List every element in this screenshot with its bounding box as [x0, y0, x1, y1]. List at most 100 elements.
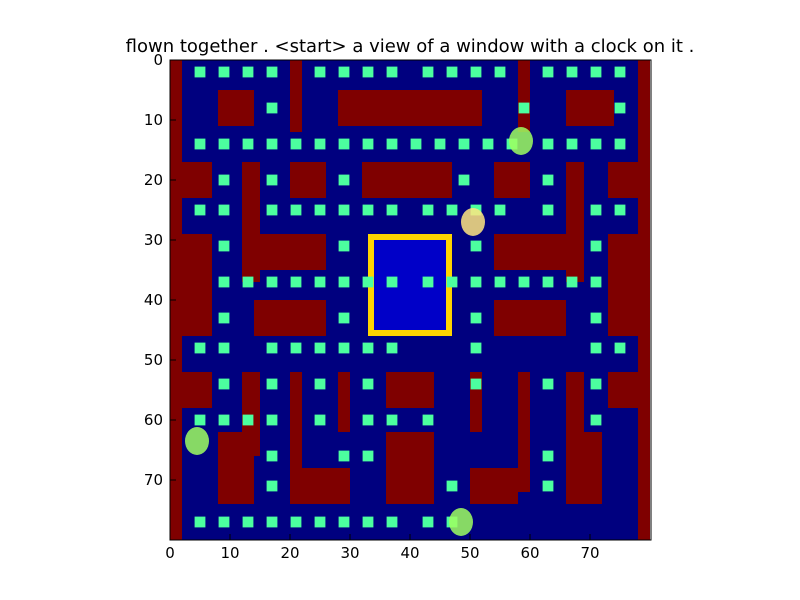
pellet — [422, 414, 434, 426]
maze-wall — [638, 60, 650, 540]
pellet — [194, 342, 206, 354]
y-tick-label: 10 — [144, 111, 163, 129]
maze-wall — [290, 162, 326, 198]
ghost-sprite — [509, 127, 533, 155]
pellet — [470, 342, 482, 354]
pellet — [362, 66, 374, 78]
pellet — [362, 516, 374, 528]
pellet — [314, 516, 326, 528]
pellet — [362, 276, 374, 288]
x-tick-label: 10 — [220, 544, 239, 562]
ghost-sprite — [185, 427, 209, 455]
maze-wall — [608, 162, 638, 198]
pellet — [362, 342, 374, 354]
pellet — [422, 276, 434, 288]
pellet — [290, 276, 302, 288]
maze-wall — [494, 300, 566, 336]
pellet — [338, 450, 350, 462]
y-tick-label: 0 — [153, 51, 163, 69]
maze-wall — [338, 372, 350, 432]
x-tick-label: 60 — [520, 544, 539, 562]
pellet — [470, 312, 482, 324]
pellet — [566, 66, 578, 78]
pellet — [266, 102, 278, 114]
x-tick-label: 20 — [280, 544, 299, 562]
pellet — [362, 204, 374, 216]
maze-wall — [290, 468, 350, 504]
pellet — [338, 204, 350, 216]
maze-wall — [608, 234, 638, 300]
x-tick-label: 70 — [580, 544, 599, 562]
pellet — [422, 516, 434, 528]
pellet — [314, 414, 326, 426]
pellet — [470, 378, 482, 390]
pellet — [458, 174, 470, 186]
pellet — [314, 276, 326, 288]
pellet — [266, 378, 278, 390]
pellet — [338, 342, 350, 354]
pellet — [590, 240, 602, 252]
pellet — [194, 66, 206, 78]
pellet — [458, 138, 470, 150]
pellet — [590, 204, 602, 216]
pellet — [290, 342, 302, 354]
maze-wall — [494, 162, 530, 198]
maze-wall — [386, 432, 434, 504]
pellet — [590, 138, 602, 150]
pellet — [542, 138, 554, 150]
y-tick-label: 30 — [144, 231, 163, 249]
pellet — [194, 138, 206, 150]
pellet — [542, 174, 554, 186]
maze-wall — [566, 162, 584, 282]
pellet — [434, 138, 446, 150]
axes: 0 10 20 30 40 50 60 70 0 10 20 30 40 50 60 70 — [144, 51, 600, 562]
pellet — [386, 204, 398, 216]
pellet — [422, 204, 434, 216]
pellet — [194, 414, 206, 426]
pellet — [218, 312, 230, 324]
pellet — [218, 276, 230, 288]
pellet — [446, 480, 458, 492]
y-tick-label: 70 — [144, 471, 163, 489]
pellet — [446, 66, 458, 78]
pellet — [218, 138, 230, 150]
x-tick-label: 0 — [165, 544, 175, 562]
pellet — [290, 204, 302, 216]
pellet — [386, 276, 398, 288]
maze-wall — [182, 372, 212, 408]
pellet — [338, 312, 350, 324]
pellet — [218, 174, 230, 186]
maze-wall — [566, 432, 602, 504]
y-tick-label: 60 — [144, 411, 163, 429]
pellet — [362, 138, 374, 150]
maze-wall — [290, 60, 302, 132]
pellet — [266, 204, 278, 216]
maze-wall — [470, 468, 518, 504]
x-tick-label: 40 — [400, 544, 419, 562]
pellet — [542, 66, 554, 78]
pellet — [362, 414, 374, 426]
pellet — [266, 174, 278, 186]
pellet — [266, 480, 278, 492]
pellet — [518, 276, 530, 288]
y-tick-label: 50 — [144, 351, 163, 369]
pellet — [542, 450, 554, 462]
pellet — [422, 66, 434, 78]
pellet — [194, 204, 206, 216]
maze-wall — [254, 300, 326, 336]
pellet — [590, 378, 602, 390]
pellet — [590, 66, 602, 78]
pellet — [410, 138, 422, 150]
pellet — [614, 138, 626, 150]
x-tick-label: 30 — [340, 544, 359, 562]
pellet — [218, 516, 230, 528]
figure-title: flown together . <start> a view of a win… — [125, 36, 695, 57]
pellet — [242, 138, 254, 150]
game-frame-image — [170, 60, 650, 540]
y-tick-label: 40 — [144, 291, 163, 309]
pellet — [494, 66, 506, 78]
maze-wall — [518, 372, 530, 492]
pellet — [614, 66, 626, 78]
pellet — [566, 138, 578, 150]
